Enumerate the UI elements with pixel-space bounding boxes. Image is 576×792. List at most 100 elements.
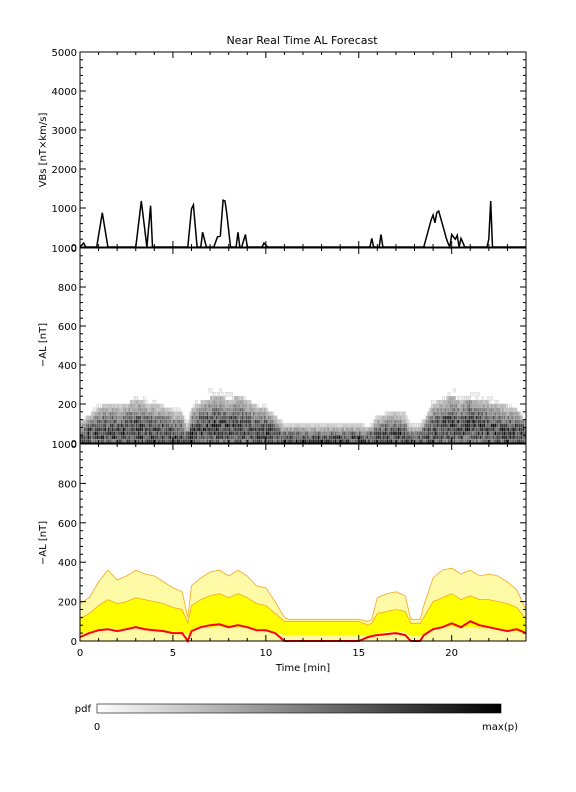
band-ytick-label: 200 (58, 598, 77, 609)
heatmap-cell (271, 411, 274, 416)
heatmap-cell (453, 388, 456, 393)
band-xlabel: Time [min] (275, 663, 330, 674)
colorbar-label: pdf (75, 704, 92, 715)
vbs-ytick-label: 5000 (52, 48, 77, 59)
heatmap-cell (280, 419, 284, 424)
chart-title: Near Real Time AL Forecast (226, 34, 378, 47)
heatmap-cell (213, 392, 217, 397)
heatmap-cell (442, 396, 445, 401)
heatmap-ylabel: −AL [nT] (38, 323, 49, 367)
heatmap-ytick-label: 800 (58, 283, 77, 294)
heatmap-cell (520, 411, 523, 416)
heatmap-cell (274, 415, 278, 420)
heatmap-cell (230, 392, 233, 397)
heatmap-cell (509, 403, 512, 409)
heatmap-cell (248, 399, 252, 405)
heatmap-cell (243, 396, 246, 401)
heatmap-cell (475, 396, 479, 401)
heatmap-cells (79, 388, 527, 444)
heatmap-y-tick-labels: 0 200 400 600 800 1000 (52, 244, 77, 450)
heatmap-cell (265, 407, 269, 412)
heatmap-cell (470, 392, 473, 397)
heatmap-cell (406, 419, 410, 424)
heatmap-cell (178, 407, 181, 412)
heatmap-cell (219, 388, 222, 393)
heatmap-cell (490, 396, 494, 401)
band-xtick-label: 0 (77, 648, 83, 659)
heatmap-cell (135, 396, 139, 401)
band-ylabel: −AL [nT] (38, 521, 49, 565)
heatmap-ytick-label: 400 (58, 361, 77, 372)
band-ytick-label: 800 (58, 479, 77, 490)
colorbar: pdf 0 max(p) (75, 703, 518, 733)
vbs-ytick-label: 2000 (52, 165, 77, 176)
heatmap-cell (496, 399, 499, 405)
heatmap-cell (195, 399, 198, 405)
heatmap-cell (98, 403, 101, 409)
heatmap-cell (221, 392, 224, 397)
vbs-ylabel: VBs [nT×km/s] (38, 112, 49, 187)
vbs-series-line (79, 199, 526, 250)
heatmap-cell (143, 396, 146, 401)
heatmap-cell (217, 392, 220, 397)
heatmap-cell (263, 403, 267, 409)
heatmap-cell (477, 392, 480, 397)
band-ytick-label: 0 (71, 637, 77, 648)
band-xtick-label: 5 (170, 648, 176, 659)
heatmap-cell (457, 396, 460, 401)
heatmap-cell (431, 399, 434, 405)
heatmap-cell (170, 407, 174, 412)
band-ytick-label: 1000 (52, 440, 77, 451)
panel-vbs-frame (79, 51, 527, 248)
colorbar-min-label: 0 (94, 722, 100, 733)
vbs-ytick-label: 3000 (52, 126, 77, 137)
vbs-ytick-label: 0 (71, 243, 77, 254)
heatmap-cell (362, 423, 365, 428)
colorbar-gradient (96, 703, 502, 714)
heatmap-cell (403, 411, 406, 416)
band-edge-lines (79, 567, 527, 626)
band-x-tick-labels: 0 5 10 15 20 (77, 648, 458, 659)
heatmap-cell (161, 403, 165, 409)
heatmap-ytick-label: 1000 (52, 244, 77, 255)
heatmap-cell (209, 388, 213, 393)
heatmap-cell (505, 403, 508, 409)
vbs-ytick-label: 4000 (52, 87, 77, 98)
heatmap-ytick-label: 0 (71, 439, 77, 450)
vbs-ticks (79, 51, 527, 248)
heatmap-cell (256, 403, 259, 409)
colorbar-max-label: max(p) (482, 722, 518, 733)
band-y-tick-labels: 0 200 400 600 800 1000 (52, 440, 77, 648)
heatmap-cell (486, 396, 490, 401)
band-ytick-label: 600 (58, 519, 77, 530)
heatmap-cell (222, 396, 226, 401)
band-xtick-label: 20 (445, 648, 458, 659)
heatmap-cell (180, 411, 183, 416)
heatmap-ticks (79, 247, 527, 444)
heatmap-cell (488, 399, 492, 405)
heatmap-cell (468, 396, 471, 401)
band-xtick-label: 10 (259, 648, 272, 659)
panel-forecast-band: 0 200 400 600 800 1000 0 5 10 15 20 −AL [nT] Time… (38, 440, 527, 674)
heatmap-cell (514, 407, 518, 412)
heatmap-cell (182, 415, 185, 420)
vbs-ytick-label: 1000 (52, 204, 77, 215)
band-ytick-label: 400 (58, 558, 77, 569)
heatmap-cell (481, 396, 484, 401)
heatmap-cell (473, 392, 477, 397)
heatmap-cell (144, 399, 148, 405)
band-ticks (79, 443, 527, 642)
panel-heatmap: 0 200 400 600 800 1000 −AL [nT] (38, 244, 527, 450)
heatmap-ytick-label: 200 (58, 400, 77, 411)
band-mid-area (80, 593, 526, 637)
heatmap-cell (405, 415, 408, 420)
heatmap-cell (183, 419, 187, 424)
heatmap-ytick-label: 600 (58, 322, 77, 333)
heatmap-cell (154, 399, 157, 405)
heatmap-cell (453, 396, 456, 401)
heatmap-cell (520, 415, 523, 420)
band-xtick-label: 15 (352, 648, 365, 659)
